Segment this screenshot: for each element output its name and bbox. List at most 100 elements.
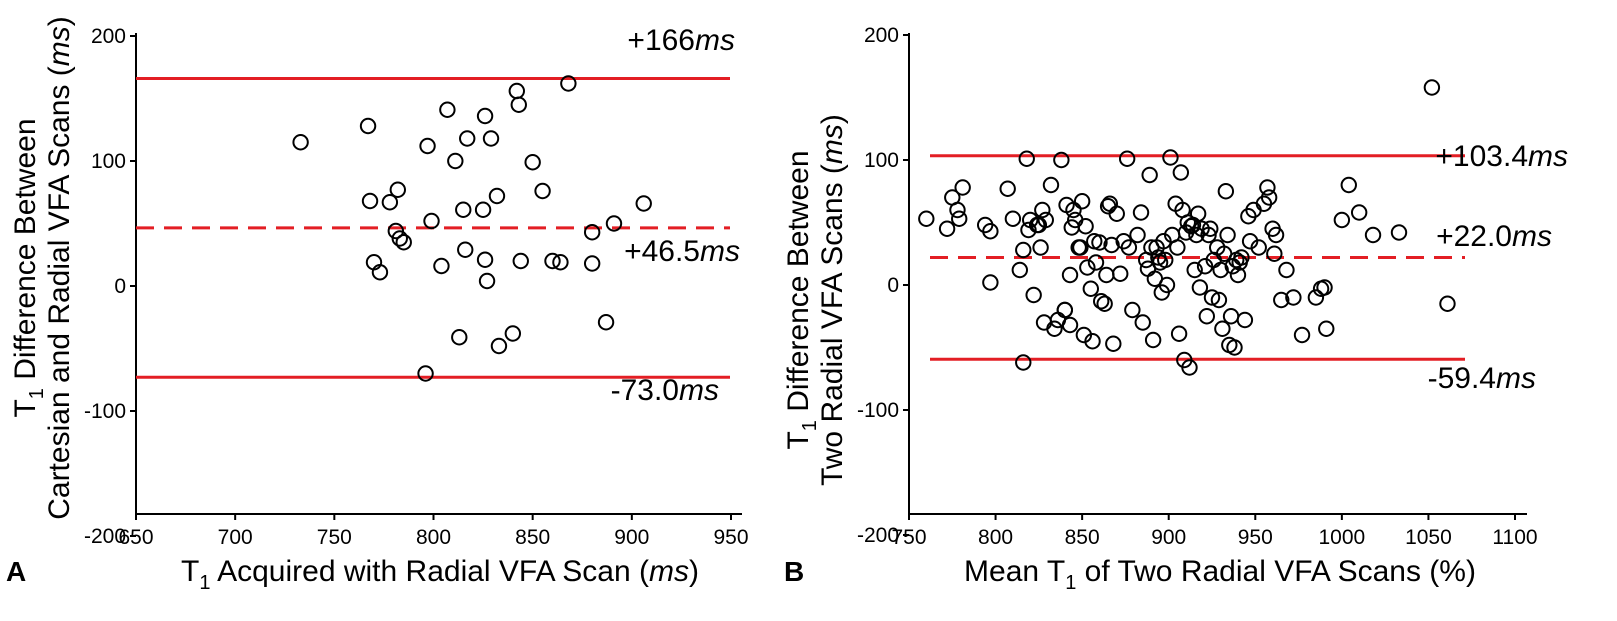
panel-b-data-point (1364, 226, 1382, 244)
panel-a-data-point (423, 212, 440, 230)
panel-a-data-point (361, 192, 379, 210)
panel-b-ytick-label: -200 (857, 524, 899, 547)
panel-b-data-point (1046, 320, 1063, 337)
panel-b-data-point (1061, 266, 1079, 284)
panel-a-lower-limit-label: -73.0ms (611, 374, 719, 407)
panel-b-data-point (1082, 280, 1100, 297)
panel-b-data-point (954, 179, 971, 196)
panel-b-data-point (1219, 226, 1236, 244)
panel-b-data-point (1439, 295, 1456, 312)
panel-b-data-point (1202, 220, 1219, 237)
panel-a-data-point (439, 101, 456, 118)
panel-b-data-point (1056, 301, 1074, 319)
panel-a-upper-limit-label: +166ms (627, 24, 735, 57)
panel-b-data-point (1200, 226, 1217, 244)
panel-a-data-point (524, 154, 541, 171)
panel-b-xtick-label: 1000 (1318, 526, 1365, 549)
panel-b-ytick-label: 200 (864, 24, 899, 47)
panel-b-data-point (1073, 193, 1091, 210)
panel-b-data-point (1020, 221, 1037, 239)
panel-b-data-point (1035, 314, 1053, 331)
panel-b-data-point (1084, 333, 1101, 350)
panel-b-data-point (1318, 320, 1335, 337)
panel-b-ytick-label: -100 (857, 399, 899, 422)
panel-b-data-point (999, 180, 1016, 197)
panel-a-data-point (389, 181, 406, 198)
panel-a-data-point (490, 337, 508, 355)
panel-b-data-point (918, 210, 935, 227)
panel-b-data-point (1098, 266, 1115, 284)
panel-b-data-point (1034, 201, 1051, 219)
panel-b-data-point (1186, 261, 1203, 279)
panel-b-data-point (1037, 211, 1054, 229)
panel-b-data-point (1157, 251, 1174, 269)
panel-b-data-point (1144, 331, 1162, 349)
panel-b-xtick-label: 850 (1065, 526, 1100, 549)
panel-b-data-point (1103, 236, 1120, 254)
panel-b-data-point (1169, 239, 1186, 256)
panel-b-label: B (784, 556, 804, 587)
panel-b-data-point (1229, 266, 1247, 284)
panel-a-ytick-label: -100 (84, 400, 126, 423)
panel-a-data-point (391, 230, 408, 247)
panel-b-data-point (1118, 150, 1136, 167)
panel-b-data-point (1233, 249, 1250, 266)
panel-a-ylabel-line1: T1 Difference Between (9, 118, 48, 417)
panel-b-data-point (1278, 261, 1295, 279)
panel-a-xtick-label: 800 (416, 526, 451, 549)
panel-b-data-point (1285, 289, 1302, 306)
panel-b-data-point (1210, 291, 1228, 309)
panel-b-data-point (1015, 354, 1032, 371)
panel-a-data-point (381, 194, 399, 211)
panel-a-data-point (459, 130, 476, 147)
panel-b-data-point (982, 274, 999, 291)
panel-b-data-point (1011, 261, 1029, 279)
panel-b-data-point (1198, 308, 1216, 325)
panel-b-data-point (1134, 314, 1151, 331)
panel-b-mean-bias-label: +22.0ms (1436, 220, 1552, 253)
panel-b-data-point (1132, 204, 1150, 221)
panel-b-data-point (1222, 308, 1240, 325)
panel-b-data-point (1226, 339, 1243, 356)
panel-b-data-point (1120, 239, 1138, 256)
panel-a-ytick-label: 100 (91, 150, 126, 173)
panel-b-data-point (1061, 316, 1079, 334)
panel-a-data-point (371, 264, 389, 281)
panel-a-data-point (419, 137, 436, 155)
panel-b-data-point (1390, 224, 1408, 241)
panel-a-data-point (478, 272, 496, 290)
panel-a-data-point (635, 195, 652, 212)
panel-b-xlabel: Mean T1 of Two Radial VFA Scans (%) (964, 555, 1476, 594)
panel-b-data-point (1172, 164, 1190, 181)
panel-b-data-point (1170, 325, 1188, 342)
panel-b-data-point (1018, 150, 1035, 167)
panel-b-data-point (1108, 205, 1125, 222)
panel-b-chart: 750 800 850 900 950 1000 1050 1100 -200 -100 0 100… (782, 24, 1568, 594)
panel-a-data-point (455, 201, 472, 218)
panel-b-data-point (1266, 245, 1283, 262)
panel-b-data-point (1112, 265, 1129, 282)
panel-a-xtick-label: 700 (218, 526, 253, 549)
panel-b-data-point (1273, 291, 1290, 309)
panel-a-data-point (476, 107, 494, 125)
panel-a-data-point (534, 182, 551, 200)
panel-b-data-point (1158, 276, 1176, 294)
panel-b-data-point (1307, 289, 1325, 306)
panel-b-data-point (1077, 218, 1094, 235)
panel-a-data-point (510, 96, 527, 113)
panel-b-data-point (938, 220, 956, 237)
panel-b-data-point (1087, 254, 1105, 271)
panel-b-data-point (1259, 179, 1276, 196)
panel-b-data-point (1350, 204, 1368, 221)
panel-b-data-point (1079, 259, 1096, 276)
panel-b-data-point (1015, 241, 1032, 259)
panel-a-data-point (544, 252, 561, 270)
panel-a-data-point (482, 130, 500, 147)
panel-a-ytick-label: -200 (84, 525, 126, 548)
panel-a-ytick-label: 0 (114, 275, 126, 298)
panel-b-data-point (1217, 183, 1235, 200)
panel-b-data-point (1212, 261, 1229, 279)
panel-a-mean-bias-label: +46.5ms (624, 235, 740, 268)
panel-b-data-point (1124, 301, 1141, 319)
